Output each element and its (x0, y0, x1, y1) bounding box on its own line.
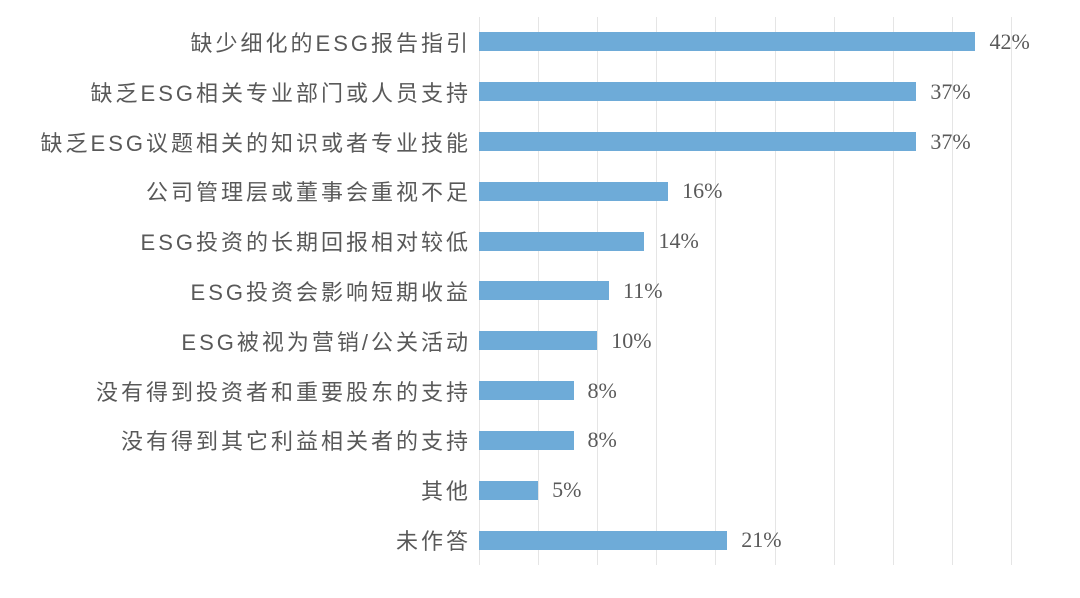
category-label: 没有得到投资者和重要股东的支持 (95, 379, 471, 405)
category-label: 其他 (420, 479, 471, 505)
gridline (951, 17, 953, 565)
value-label: 37% (930, 128, 971, 154)
chart-row: ESG被视为营销/公关活动 10% (0, 316, 1080, 366)
chart-row: ESG投资的长期回报相对较低 14% (0, 216, 1080, 266)
category-label: ESG投资的长期回报相对较低 (140, 230, 471, 256)
chart-row: ESG投资会影响短期收益 11% (0, 266, 1080, 316)
chart-row: 缺乏ESG相关专业部门或人员支持 37% (0, 67, 1080, 117)
category-label: ESG投资会影响短期收益 (190, 279, 471, 305)
bar-area: 16% (479, 166, 1080, 216)
value-label: 5% (552, 477, 582, 503)
category-label: 没有得到其它利益相关者的支持 (120, 429, 471, 455)
bar-area: 11% (479, 266, 1080, 316)
value-label: 14% (658, 228, 699, 254)
bar-area: 42% (479, 17, 1080, 67)
bar (479, 132, 917, 152)
chart-row: 没有得到投资者和重要股东的支持 8% (0, 366, 1080, 416)
value-label: 37% (930, 78, 971, 104)
gridline (774, 17, 776, 565)
bar (479, 381, 574, 401)
category-label: 未作答 (395, 529, 471, 555)
gridline (656, 17, 658, 565)
bar (479, 530, 728, 550)
gridline (892, 17, 894, 565)
value-label: 42% (989, 28, 1030, 54)
bar (479, 331, 598, 351)
value-label: 8% (587, 377, 617, 403)
bar-area: 10% (479, 316, 1080, 366)
value-label: 21% (741, 527, 782, 553)
gridline (715, 17, 717, 565)
chart-row: 缺乏ESG议题相关的知识或者专业技能 37% (0, 117, 1080, 167)
bar-area: 5% (479, 465, 1080, 515)
category-label: 缺乏ESG相关专业部门或人员支持 (90, 80, 471, 106)
gridline (1010, 17, 1012, 565)
bar (479, 231, 645, 251)
category-label: 缺乏ESG议题相关的知识或者专业技能 (40, 130, 471, 156)
bar (479, 281, 610, 301)
bar (479, 430, 574, 450)
bar-area: 37% (479, 67, 1080, 117)
bar (479, 82, 917, 102)
chart-row: 没有得到其它利益相关者的支持 8% (0, 416, 1080, 466)
value-label: 16% (682, 178, 723, 204)
chart-row: 缺少细化的ESG报告指引 42% (0, 17, 1080, 67)
bar-area: 8% (479, 366, 1080, 416)
value-label: 8% (587, 427, 617, 453)
bar-area: 14% (479, 216, 1080, 266)
chart-row: 其他 5% (0, 465, 1080, 515)
value-label: 11% (623, 277, 663, 303)
chart-row: 未作答 21% (0, 515, 1080, 565)
gridline (833, 17, 835, 565)
category-label: 公司管理层或董事会重视不足 (145, 180, 471, 206)
category-label: ESG被视为营销/公关活动 (181, 329, 471, 355)
chart-rows: 缺少细化的ESG报告指引 42% 缺乏ESG相关专业部门或人员支持 37% 缺乏ESG议… (0, 17, 1080, 565)
value-label: 10% (611, 327, 652, 353)
bar (479, 181, 669, 201)
bar-area: 21% (479, 515, 1080, 565)
category-label: 缺少细化的ESG报告指引 (190, 30, 471, 56)
bar-area: 37% (479, 117, 1080, 167)
bar (479, 32, 976, 52)
chart-row: 公司管理层或董事会重视不足 16% (0, 166, 1080, 216)
bar (479, 480, 539, 500)
bar-area: 8% (479, 416, 1080, 466)
